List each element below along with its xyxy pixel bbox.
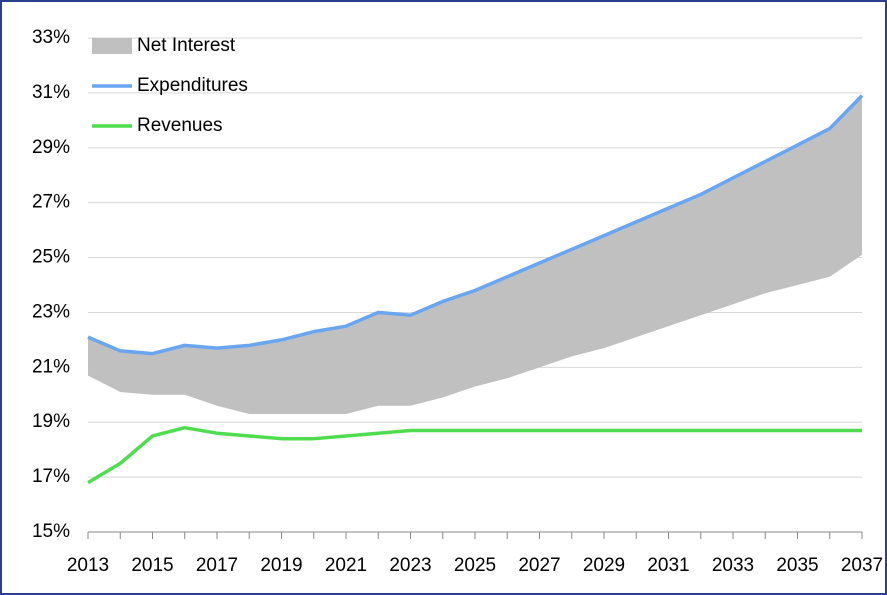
x-tick-label: 2013 [67, 555, 109, 576]
y-tick-label: 19% [32, 411, 70, 432]
x-tick-label: 2019 [260, 555, 302, 576]
y-tick-label: 21% [32, 356, 70, 377]
line [87, 94, 864, 356]
legend-swatch [92, 38, 132, 54]
x-tick-label: 2037 [841, 555, 883, 576]
x-tick-label: 2029 [583, 555, 625, 576]
y-tick-label: 29% [32, 137, 70, 158]
y-tick-label: 31% [32, 82, 70, 103]
x-tick-label: 2031 [647, 555, 689, 576]
x-tick-label: 2027 [518, 555, 560, 576]
x-tick-label: 2021 [325, 555, 367, 576]
y-tick-label: 27% [32, 192, 70, 213]
y-tick-label: 15% [32, 521, 70, 542]
legend-label: Revenues [137, 115, 223, 136]
x-tick-label: 2025 [454, 555, 496, 576]
y-tick-label: 25% [32, 247, 70, 268]
x-tick-label: 2017 [196, 555, 238, 576]
x-tick-label: 2023 [389, 555, 431, 576]
y-tick-label: 17% [32, 466, 70, 487]
legend-label: Expenditures [137, 75, 248, 96]
x-tick-label: 2035 [776, 555, 818, 576]
y-tick-label: 33% [32, 27, 70, 48]
area [88, 95, 862, 414]
legend-label: Net Interest [137, 35, 236, 56]
y-tick-label: 23% [32, 301, 70, 322]
x-tick-label: 2033 [712, 555, 754, 576]
line [87, 425, 862, 485]
x-tick-label: 2015 [131, 555, 173, 576]
